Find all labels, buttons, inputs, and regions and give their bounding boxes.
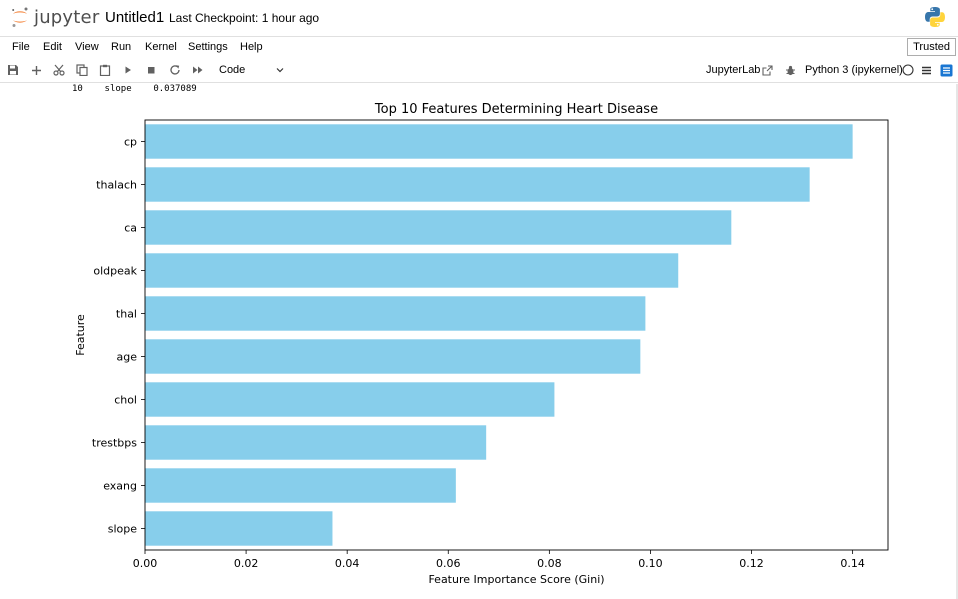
menu-edit[interactable]: Edit	[43, 41, 62, 53]
y-axis-label: Feature	[74, 314, 87, 356]
chart-title: Top 10 Features Determining Heart Diseas…	[374, 102, 658, 117]
y-tick-label: age	[117, 351, 138, 364]
axes-frame	[144, 119, 889, 551]
menu-view[interactable]: View	[75, 41, 99, 53]
menubar: File Edit View Run Kernel Settings Help …	[0, 36, 958, 58]
y-tick-label: trestbps	[92, 437, 137, 450]
open-jupyterlab-link[interactable]: JupyterLab	[706, 64, 761, 76]
output-row-feature: slope	[104, 84, 132, 94]
jupyter-wordmark: jupyter	[34, 6, 100, 28]
y-tick-label: oldpeak	[93, 265, 137, 278]
restart-icon[interactable]	[168, 63, 182, 77]
debugger-bug-icon[interactable]	[783, 63, 797, 77]
x-axis-label: Feature Importance Score (Gini)	[428, 573, 604, 586]
x-tick-label: 0.00	[133, 557, 158, 570]
y-tick-label: thalach	[96, 179, 137, 192]
property-inspector-icon[interactable]	[939, 63, 953, 77]
x-tick-label: 0.12	[739, 557, 764, 570]
output-row-value: 0.037089	[153, 84, 197, 94]
external-link-icon[interactable]	[760, 63, 774, 77]
menu-settings[interactable]: Settings	[188, 41, 228, 53]
output-text-row: 10 slope 0.037089	[72, 84, 197, 94]
y-tick-label: exang	[103, 480, 137, 493]
trusted-indicator[interactable]: Trusted	[907, 38, 956, 56]
bar-thal	[145, 296, 646, 331]
bar-chol	[145, 382, 555, 417]
notebook-header: jupyter Untitled1 Last Checkpoint: 1 hou…	[0, 0, 958, 36]
copy-icon[interactable]	[75, 63, 89, 77]
bar-age	[145, 339, 641, 374]
jupyter-logo[interactable]: jupyter	[10, 6, 99, 28]
plus-icon[interactable]	[29, 63, 43, 77]
x-tick-label: 0.08	[537, 557, 562, 570]
x-tick-label: 0.14	[840, 557, 865, 570]
cell-type-value: Code	[219, 64, 246, 76]
save-icon[interactable]	[6, 63, 20, 77]
y-tick-label: thal	[116, 308, 137, 321]
menu-help[interactable]: Help	[240, 41, 263, 53]
python-logo-icon	[925, 7, 945, 27]
output-row-index: 10	[72, 84, 83, 94]
jupyter-logo-icon	[12, 7, 28, 27]
y-tick-label: chol	[114, 394, 137, 407]
bar-ca	[145, 210, 732, 245]
menu-file[interactable]: File	[12, 41, 30, 53]
notebook-toolbar: Code JupyterLab Python 3 (ipykernel)	[0, 58, 958, 83]
y-tick-label: cp	[124, 136, 137, 149]
x-tick-label: 0.02	[234, 557, 259, 570]
x-tick-label: 0.06	[436, 557, 461, 570]
kernel-name[interactable]: Python 3 (ipykernel)	[805, 64, 903, 76]
stop-icon[interactable]	[144, 63, 158, 77]
bar-trestbps	[145, 425, 487, 460]
menu-run[interactable]: Run	[111, 41, 132, 53]
x-tick-label: 0.04	[335, 557, 360, 570]
checkpoint-status: Last Checkpoint: 1 hour ago	[169, 11, 320, 25]
run-icon[interactable]	[121, 63, 135, 77]
cut-icon[interactable]	[52, 63, 66, 77]
kernel-status-circle-icon	[901, 63, 915, 77]
y-tick-label: ca	[124, 222, 137, 235]
feature-importance-chart: cp thalach ca oldpeak thal age chol trestbps exa…	[74, 102, 889, 586]
bar-exang	[145, 468, 456, 503]
scrollbar[interactable]	[956, 84, 958, 599]
x-tick-label: 0.10	[638, 557, 663, 570]
bar-thalach	[145, 167, 810, 202]
bar-cp	[145, 124, 853, 159]
bar-slope	[145, 511, 333, 546]
bar-oldpeak	[145, 253, 679, 288]
paste-icon[interactable]	[98, 63, 112, 77]
y-tick-label: slope	[108, 523, 137, 536]
menu-kernel[interactable]: Kernel	[145, 41, 177, 53]
menu-lines-icon[interactable]	[919, 63, 933, 77]
cell-type-select[interactable]: Code	[213, 61, 289, 79]
fast-forward-icon[interactable]	[191, 63, 205, 77]
notebook-title[interactable]: Untitled1	[105, 9, 165, 26]
chevron-down-icon	[275, 61, 285, 86]
